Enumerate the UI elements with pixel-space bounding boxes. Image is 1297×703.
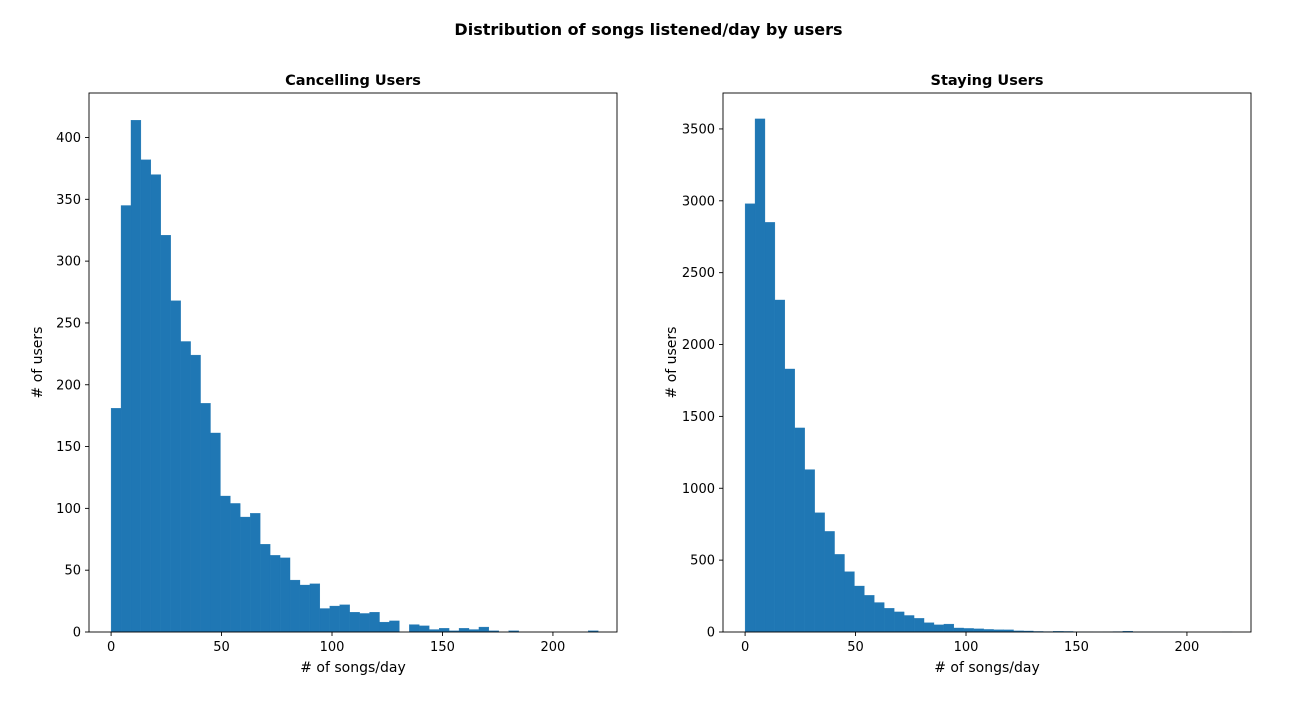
histogram-bar [913,618,925,633]
histogram-bar [844,571,855,633]
x-tick-label: 100 [954,640,979,655]
histogram-bar [864,595,875,633]
y-tick-label: 100 [56,502,81,517]
histogram-bar [824,531,835,633]
histogram-bar [754,118,766,633]
y-tick-label: 0 [73,626,81,641]
x-tick-label: 150 [430,640,455,655]
histogram-bar [943,623,955,633]
x-tick-label: 50 [213,640,230,655]
y-axis-label: # of users [30,327,46,399]
histogram-bar [963,628,974,633]
histogram-bar [874,602,885,633]
histogram-bar [409,624,420,633]
histogram-bar [200,403,211,633]
y-tick-label: 1500 [682,410,715,425]
histogram-bar [220,495,231,633]
x-axis-label: # of songs/day [300,660,406,676]
histogram-bar [884,608,895,633]
x-tick-label: 50 [847,640,864,655]
histogram-bar [794,427,805,633]
y-tick-label: 1000 [682,482,715,497]
histogram-bar [120,205,132,633]
y-tick-label: 500 [690,554,715,569]
histogram-bar [953,627,964,633]
subplot-title: Staying Users [931,73,1044,89]
y-tick-label: 2500 [682,266,715,281]
y-tick-label: 200 [56,378,81,393]
histogram-bar [279,557,291,633]
histogram-bar [130,120,142,633]
axes-frame [722,92,1252,633]
histogram-bar [289,579,301,633]
histogram-bar [260,544,271,633]
subplot-1: 0 50 100 150 200 0 50 100 150 200 250 300 350 400 Canc… [30,73,618,676]
histogram-bar [834,554,845,633]
y-tick-label: 350 [56,193,81,208]
histogram-bar [764,222,776,633]
histogram-bar [329,605,340,633]
x-axis-label: # of songs/day [934,660,1040,676]
x-tick-label: 200 [1175,640,1200,655]
x-tick-label: 100 [320,640,345,655]
histogram-bar [190,354,201,633]
figure-title: Distribution of songs listened/day by us… [454,20,843,39]
histogram-bar [923,622,935,633]
histogram-bar [784,368,795,633]
x-tick-label: 200 [541,640,566,655]
histogram-bar [774,299,786,633]
histogram-bar [170,300,181,633]
subplot-title: Cancelling Users [285,73,421,89]
histogram-bar [419,625,430,633]
x-tick-label: 0 [107,640,115,655]
histogram-bar [894,611,905,633]
y-tick-label: 0 [707,626,715,641]
y-tick-label: 50 [64,564,81,579]
histogram-bar [458,628,470,633]
y-tick-label: 300 [56,255,81,270]
histogram-bar [933,624,945,633]
axes-frame [88,92,618,633]
histogram-bar [359,613,370,633]
histogram-bar [269,555,281,633]
histogram-bar [250,513,261,633]
histogram-bar [379,621,390,633]
histogram-bar [973,628,984,633]
y-tick-label: 3500 [682,122,715,137]
x-tick-label: 150 [1064,640,1089,655]
histogram-bar [240,516,251,633]
subplot-2: 0 50 100 150 2000500100015002000250030003500… [664,73,1252,676]
histogram-bar [904,615,915,633]
histogram-bar [814,512,825,633]
histogram-bar [150,174,161,633]
histogram-bar [389,620,400,633]
x-tick-label: 0 [741,640,749,655]
histogram-bar [210,432,221,633]
histogram-bar [309,583,321,633]
y-axis-label: # of users [664,327,680,399]
histogram-bar [349,612,360,633]
histogram-bar [319,608,330,633]
histogram-bar [110,408,122,633]
histogram-bar [478,626,490,633]
y-tick-label: 250 [56,316,81,331]
histogram-bar [854,585,865,633]
histogram-bar [439,628,450,633]
y-tick-label: 2000 [682,338,715,353]
histogram-bar [369,612,380,633]
y-tick-label: 150 [56,440,81,455]
histogram-bar [230,503,241,633]
histogram-bar [299,584,311,633]
histogram-bar [339,604,350,633]
histogram-bar [180,341,191,633]
y-tick-label: 3000 [682,194,715,209]
histogram-bar [744,203,756,633]
histogram-bar [140,159,152,633]
y-tick-label: 400 [56,131,81,146]
histogram-bar [160,235,171,633]
histogram-bar [804,469,815,633]
